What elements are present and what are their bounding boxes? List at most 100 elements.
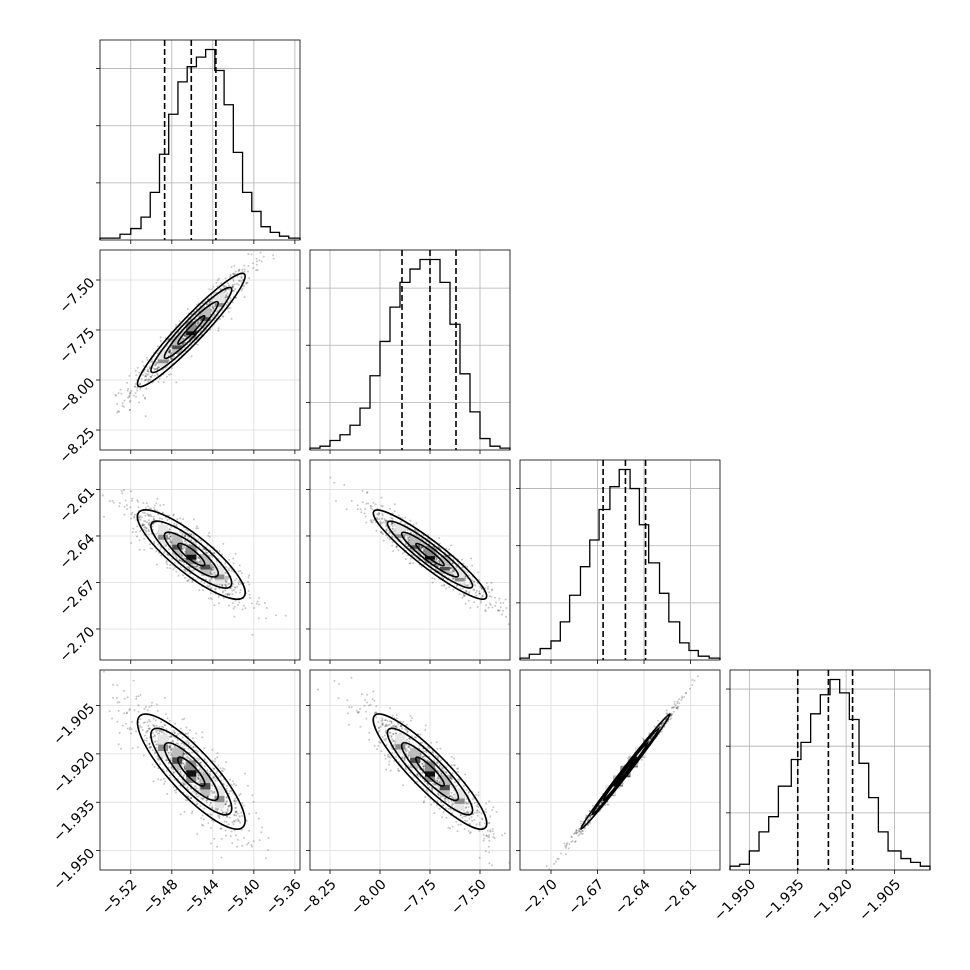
scatter-point xyxy=(175,742,178,745)
scatter-point xyxy=(208,804,211,807)
scatter-point xyxy=(154,752,157,755)
scatter-point xyxy=(436,557,439,560)
scatter-point xyxy=(424,796,426,799)
pair-panel-3-2 xyxy=(516,669,721,874)
scatter-point xyxy=(666,712,669,715)
scatter-point xyxy=(420,546,423,549)
scatter-point xyxy=(156,361,159,364)
scatter-point xyxy=(211,316,214,319)
scatter-point xyxy=(448,586,451,589)
scatter-point xyxy=(237,581,240,584)
scatter-point xyxy=(437,794,440,797)
scatter-point xyxy=(201,736,204,739)
scatter-point xyxy=(478,821,481,824)
scatter-point xyxy=(221,553,224,556)
scatter-point xyxy=(149,513,152,516)
scatter-point xyxy=(457,823,460,826)
scatter-point xyxy=(464,801,467,804)
scatter-point xyxy=(191,569,194,572)
scatter-point xyxy=(236,812,239,815)
scatter-point xyxy=(463,595,465,598)
scatter-point xyxy=(225,584,228,587)
scatter-point xyxy=(144,507,147,510)
scatter-point xyxy=(501,834,504,837)
scatter-point xyxy=(461,816,464,819)
scatter-point xyxy=(434,783,437,786)
scatter-point xyxy=(416,773,419,776)
scatter-point xyxy=(184,557,187,560)
scatter-point xyxy=(224,803,227,805)
scatter-point xyxy=(183,335,186,338)
scatter-point xyxy=(153,766,156,768)
scatter-point xyxy=(111,499,114,502)
scatter-point xyxy=(196,833,199,836)
scatter-point xyxy=(247,576,250,579)
scatter-point xyxy=(155,362,157,365)
scatter-point xyxy=(135,395,137,398)
scatter-point xyxy=(168,373,171,376)
scatter-point xyxy=(515,611,517,613)
scatter-point xyxy=(181,331,184,334)
scatter-point xyxy=(389,756,392,759)
scatter-point xyxy=(391,544,394,547)
scatter-point xyxy=(155,502,158,505)
scatter-point xyxy=(210,587,213,590)
scatter-point xyxy=(439,747,442,750)
density-cell xyxy=(214,792,225,803)
scatter-point xyxy=(477,791,480,794)
scatter-point xyxy=(203,807,206,810)
scatter-point xyxy=(198,774,201,777)
scatter-point xyxy=(201,814,204,817)
scatter-point xyxy=(412,523,415,526)
scatter-point xyxy=(575,829,578,832)
scatter-point xyxy=(147,727,150,730)
scatter-point xyxy=(449,567,452,570)
scatter-point xyxy=(170,525,173,528)
scatter-point xyxy=(186,579,189,582)
scatter-point xyxy=(147,528,150,531)
scatter-point xyxy=(480,588,483,591)
scatter-point xyxy=(156,497,159,500)
scatter-point xyxy=(391,522,394,525)
scatter-point xyxy=(390,524,393,526)
scatter-point xyxy=(267,875,269,877)
scatter-point xyxy=(221,811,224,814)
scatter-point xyxy=(363,704,366,707)
scatter-point xyxy=(184,350,187,353)
scatter-point xyxy=(234,810,237,813)
scatter-point xyxy=(92,697,94,699)
scatter-point xyxy=(445,772,448,774)
scatter-point xyxy=(184,534,187,537)
scatter-point xyxy=(361,501,364,504)
scatter-point xyxy=(463,594,466,597)
scatter-point xyxy=(183,563,185,566)
scatter-point xyxy=(203,765,206,768)
scatter-point xyxy=(210,309,213,312)
scatter-point xyxy=(211,288,214,291)
scatter-point xyxy=(466,819,469,822)
scatter-point xyxy=(224,296,227,299)
scatter-point xyxy=(217,814,220,817)
scatter-point xyxy=(198,560,201,563)
scatter-point xyxy=(155,724,158,727)
scatter-point xyxy=(213,767,216,770)
scatter-point xyxy=(447,807,450,810)
scatter-point xyxy=(371,698,374,701)
scatter-point xyxy=(231,821,234,824)
scatter-point xyxy=(260,260,263,263)
scatter-point xyxy=(146,521,148,524)
scatter-point xyxy=(169,540,172,543)
scatter-point xyxy=(126,381,129,384)
scatter-point xyxy=(189,729,191,732)
scatter-point xyxy=(350,499,353,502)
scatter-point xyxy=(185,726,188,729)
scatter-point xyxy=(366,491,368,494)
scatter-point xyxy=(102,663,104,665)
scatter-point xyxy=(219,288,222,291)
scatter-point xyxy=(378,518,380,521)
scatter-point xyxy=(208,535,211,538)
scatter-point xyxy=(224,580,227,583)
scatter-point xyxy=(212,777,215,780)
scatter-point xyxy=(405,750,407,753)
scatter-point xyxy=(177,574,180,577)
